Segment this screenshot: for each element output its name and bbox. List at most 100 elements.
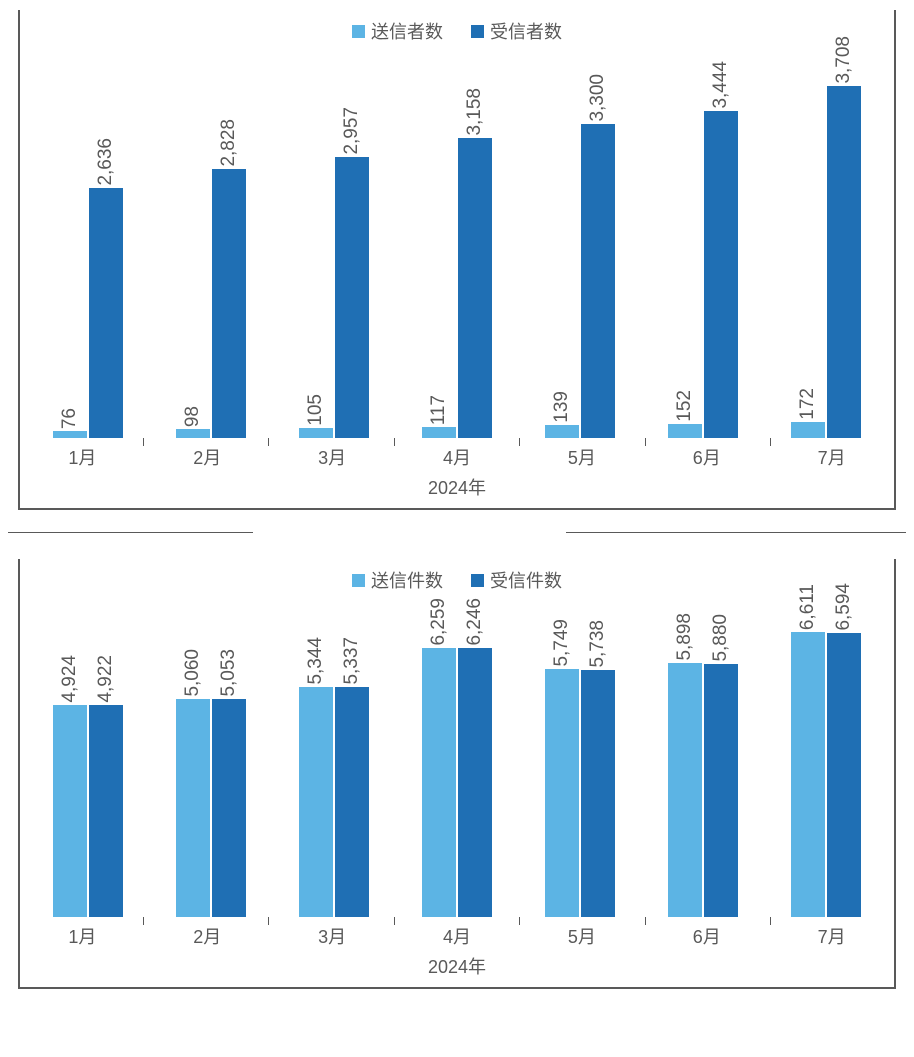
legend-swatch-icon bbox=[471, 25, 484, 38]
x-tick-label: 6月 bbox=[644, 444, 769, 470]
legend: 送信者数 受信者数 bbox=[20, 10, 894, 58]
bar-rect bbox=[53, 431, 87, 438]
bar-rect bbox=[581, 124, 615, 438]
x-tick-label: 1月 bbox=[20, 444, 145, 470]
bar-rect bbox=[704, 111, 738, 438]
divider-line-right bbox=[566, 532, 906, 533]
bar-series1: 98 bbox=[176, 406, 210, 438]
bar-rect bbox=[335, 157, 369, 438]
bar-group: 5,344 5,337 bbox=[272, 637, 395, 917]
bar-series1: 172 bbox=[791, 388, 825, 438]
bar-value-label: 4,922 bbox=[95, 655, 117, 703]
plot-area: 76 2,636 98 2,828 105 2,957 117 3,158 1393,300 15… bbox=[20, 58, 894, 438]
bar-value-label: 2,636 bbox=[95, 138, 117, 186]
bar-value-label: 172 bbox=[797, 388, 819, 420]
bar-value-label: 2,828 bbox=[218, 119, 240, 167]
plot-area: 4,9244,9225,0605,0535,3445,3376,2596,246… bbox=[20, 607, 894, 917]
bar-rect bbox=[176, 699, 210, 917]
bar-rect bbox=[827, 86, 861, 438]
x-tick-label: 5月 bbox=[519, 444, 644, 470]
bar-rect bbox=[212, 169, 246, 438]
bar-value-label: 5,880 bbox=[710, 614, 732, 662]
bar-value-label: 2,957 bbox=[341, 107, 363, 155]
x-tick-label: 3月 bbox=[270, 923, 395, 949]
divider bbox=[0, 532, 914, 533]
bar-rect bbox=[668, 424, 702, 438]
bar-rect bbox=[545, 425, 579, 438]
divider-line-left bbox=[8, 532, 253, 533]
bar-value-label: 5,053 bbox=[218, 649, 240, 697]
bar-value-label: 3,158 bbox=[464, 88, 486, 136]
legend-swatch-icon bbox=[352, 25, 365, 38]
year-label: 2024年 bbox=[20, 472, 894, 508]
bar-group: 1393,300 bbox=[519, 74, 642, 438]
bar-value-label: 3,444 bbox=[710, 61, 732, 109]
x-tick-label: 1月 bbox=[20, 923, 145, 949]
x-tick-label: 5月 bbox=[519, 923, 644, 949]
chart-messages: 送信件数 受信件数 4,924 4,922 5,060 5,053 5,344 5,337… bbox=[18, 559, 896, 989]
x-tick-label: 6月 bbox=[644, 923, 769, 949]
bar-rect bbox=[827, 633, 861, 917]
bar-series1: 5,060 bbox=[176, 649, 210, 917]
bar-series1: 6,611 bbox=[791, 584, 825, 917]
bar-value-label: 5,749 bbox=[551, 619, 573, 667]
legend-label: 受信者数 bbox=[490, 18, 562, 44]
bar-series1: 5,344 bbox=[299, 637, 333, 917]
bar-group: 76 2,636 bbox=[26, 138, 149, 438]
legend-label: 受信件数 bbox=[490, 567, 562, 593]
x-axis: 1月2月3月4月5月6月7月 bbox=[20, 917, 894, 951]
bar-series1: 152 bbox=[668, 390, 702, 438]
legend-item-received: 受信件数 bbox=[471, 567, 562, 593]
bar-series1: 5,749 bbox=[545, 619, 579, 917]
x-tick-label: 2月 bbox=[145, 923, 270, 949]
bar-rect bbox=[53, 705, 87, 917]
legend-swatch-icon bbox=[352, 574, 365, 587]
bar-series1: 5,898 bbox=[668, 613, 702, 917]
bar-series1: 105 bbox=[299, 394, 333, 438]
bar-value-label: 5,738 bbox=[587, 620, 609, 668]
bar-value-label: 6,594 bbox=[833, 583, 855, 631]
x-tick-label: 4月 bbox=[395, 444, 520, 470]
bar-rect bbox=[704, 664, 738, 917]
bar-rect bbox=[299, 687, 333, 917]
bar-rect bbox=[668, 663, 702, 917]
bar-group: 6,611 6,594 bbox=[765, 583, 888, 917]
bar-rect bbox=[89, 705, 123, 917]
bar-rect bbox=[212, 699, 246, 917]
bar-value-label: 6,611 bbox=[797, 584, 819, 630]
bar-group: 5,749 5,738 bbox=[519, 619, 642, 917]
bar-value-label: 117 bbox=[428, 395, 450, 425]
bar-value-label: 5,337 bbox=[341, 637, 363, 685]
bar-value-label: 105 bbox=[305, 394, 327, 426]
bar-group: 172 3,708 bbox=[765, 36, 888, 438]
bar-value-label: 5,898 bbox=[674, 613, 696, 661]
bar-series1: 117 bbox=[422, 395, 456, 438]
bar-series2: 5,880 bbox=[704, 614, 738, 917]
bar-value-label: 76 bbox=[59, 408, 81, 429]
bar-rect bbox=[458, 648, 492, 917]
x-axis: 1月2月3月4月5月6月7月 bbox=[20, 438, 894, 472]
bar-rect bbox=[422, 648, 456, 917]
bar-value-label: 3,708 bbox=[833, 36, 855, 84]
chart-users: 送信者数 受信者数 76 2,636 98 2,828 105 2,957 117 3,158… bbox=[18, 10, 896, 510]
x-tick-label: 2月 bbox=[145, 444, 270, 470]
bar-series2: 2,957 bbox=[335, 107, 369, 438]
bar-value-label: 6,246 bbox=[464, 598, 486, 646]
bar-rect bbox=[791, 632, 825, 917]
bar-group: 117 3,158 bbox=[395, 88, 518, 438]
bar-rect bbox=[422, 427, 456, 438]
x-tick-label: 3月 bbox=[270, 444, 395, 470]
bar-group: 6,259 6,246 bbox=[395, 598, 518, 917]
bar-series2: 6,594 bbox=[827, 583, 861, 917]
bar-rect bbox=[176, 429, 210, 438]
bar-value-label: 4,924 bbox=[59, 655, 81, 703]
legend-item-receivers: 受信者数 bbox=[471, 18, 562, 44]
legend-label: 送信者数 bbox=[371, 18, 443, 44]
legend-label: 送信件数 bbox=[371, 567, 443, 593]
bar-rect bbox=[89, 188, 123, 438]
bar-series2: 2,828 bbox=[212, 119, 246, 438]
bar-group: 98 2,828 bbox=[149, 119, 272, 438]
bar-series1: 6,259 bbox=[422, 598, 456, 917]
bar-series1: 139 bbox=[545, 391, 579, 438]
bar-value-label: 139 bbox=[551, 391, 573, 423]
